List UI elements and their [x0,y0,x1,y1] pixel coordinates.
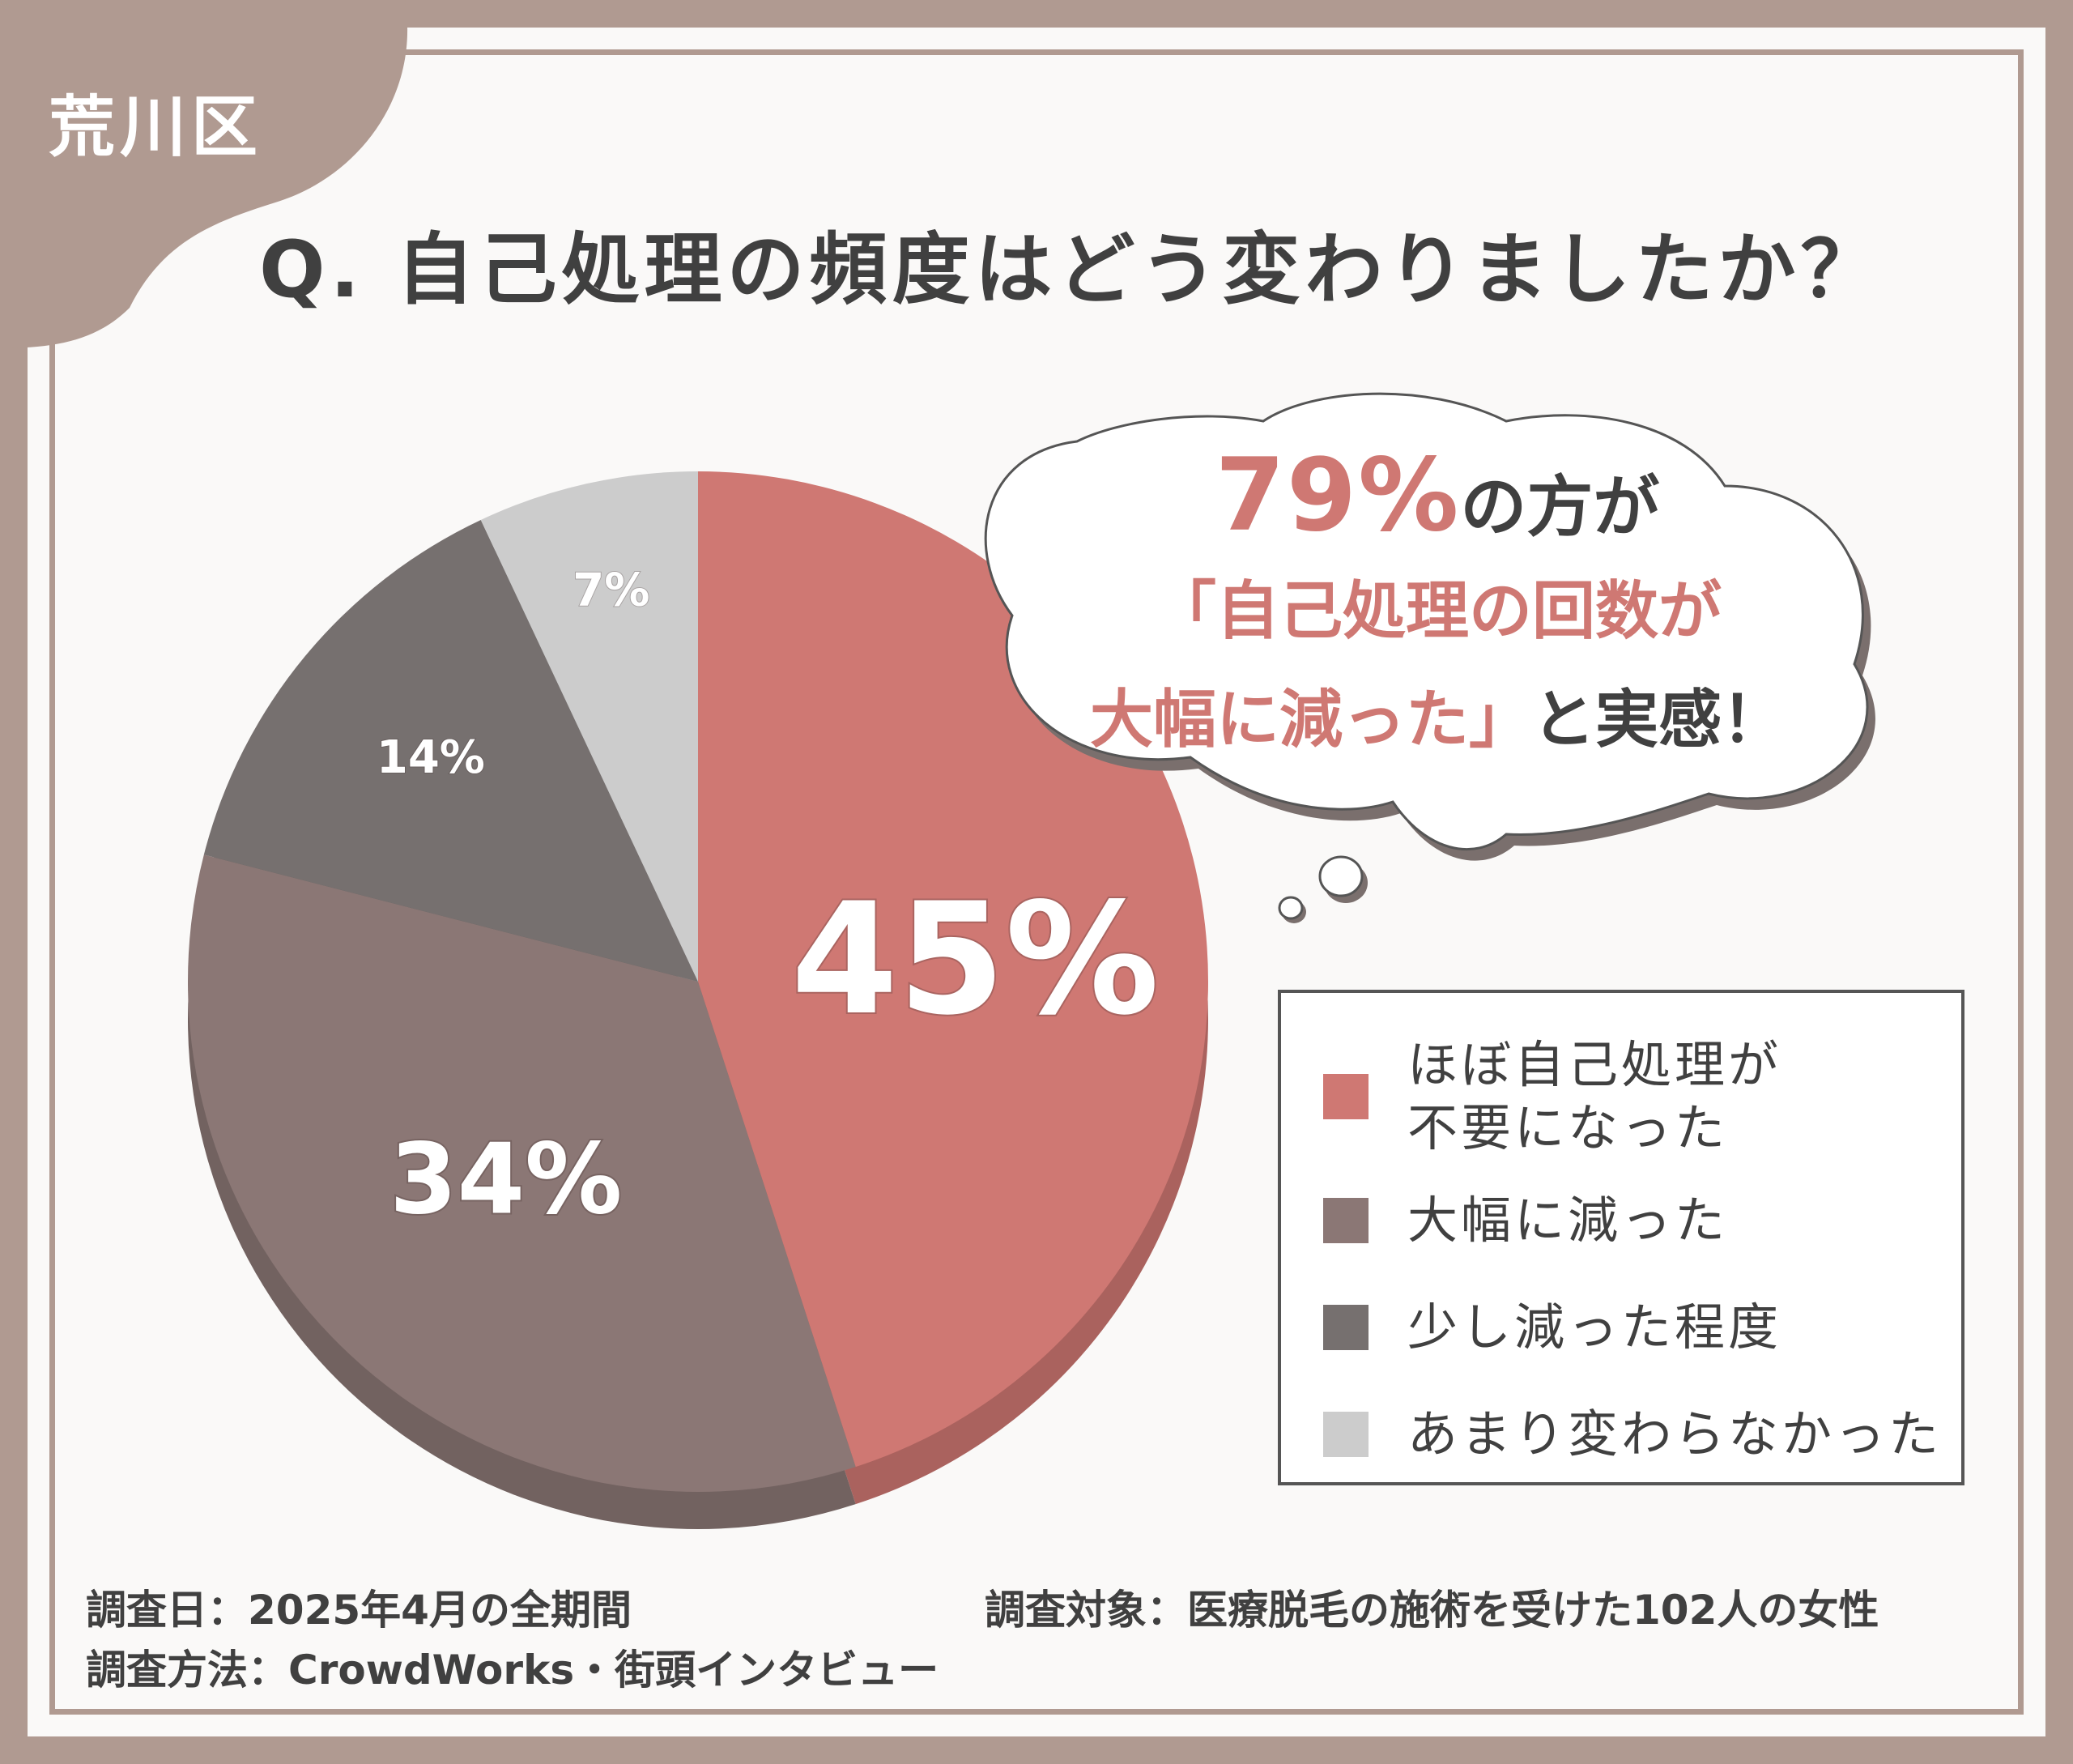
region-label: 荒川区 [49,89,263,166]
legend-swatch [1323,1412,1369,1457]
legend-item: ほぼ自己処理が 不要になった [1323,1033,1781,1160]
callout-suffix: の方が [1460,469,1660,546]
callout-line1: 79%の方が [1028,437,1846,554]
legend-label: 大幅に減った [1407,1191,1729,1250]
pie-labels: 45% 34% 14% 7% [376,564,1161,1238]
pie-slice [203,519,698,982]
legend-item: あまり変わらなかった [1323,1403,1942,1466]
callout-text: 79%の方が 「自己処理の回数が 大幅に減った」と実感！ [1028,437,1846,760]
pie-slice [187,854,856,1493]
legend-label-line1: ほぼ自己処理が [1407,1035,1782,1094]
legend-item: 少し減った程度 [1323,1296,1781,1359]
survey-target: 調査対象：医療脱毛の施術を受けた102人の女性 [985,1587,1879,1634]
pie-slices [187,471,1209,1493]
survey-date: 調査日：2025年4月の全期間 [86,1587,632,1634]
callout-line2: 「自己処理の回数が [1152,575,1722,648]
card-border [49,49,2024,1715]
callout-line3: 大幅に減った」と実感！ [1028,669,1846,760]
legend-swatch [1323,1198,1369,1243]
legend-item: 大幅に減った [1323,1189,1728,1252]
pie-slice [480,471,698,982]
pie-slice-label: 34% [389,1123,622,1236]
legend-label: 少し減った程度 [1407,1297,1782,1357]
legend: ほぼ自己処理が 不要になった 大幅に減った 少し減った程度 あまり変わらなかった [1278,990,1964,1485]
legend-swatch [1323,1305,1369,1350]
pie-slice-label: 7% [573,565,649,617]
pie-slice-label: 14% [377,731,485,784]
pie-slice-label: 45% [791,870,1160,1049]
callout-percent: 79% [1215,437,1461,554]
legend-label: あまり変わらなかった [1407,1404,1943,1464]
question-title: Q. 自己処理の頻度はどう変わりましたか？ [259,224,1884,315]
legend-label: ほぼ自己処理が 不要になった [1407,1033,1781,1160]
legend-label-line2: 不要になった [1407,1098,1729,1157]
legend-swatch [1323,1074,1369,1119]
survey-method: 調査方法：CrowdWorks・街頭インタビュー [86,1647,939,1694]
corner-tab [0,0,408,348]
callout-line3-accent: 大幅に減った」 [1089,684,1532,756]
callout-line3-rest: と実感！ [1532,684,1786,756]
